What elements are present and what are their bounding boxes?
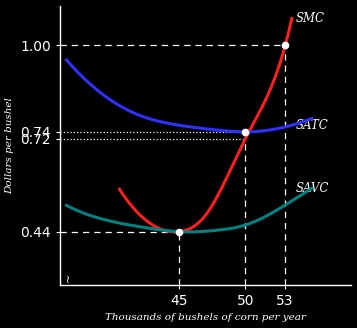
Text: SATC: SATC	[296, 119, 328, 132]
Text: ~: ~	[64, 273, 74, 282]
Text: SMC: SMC	[296, 12, 325, 25]
X-axis label: Thousands of bushels of corn per year: Thousands of bushels of corn per year	[105, 314, 306, 322]
Text: SAVC: SAVC	[296, 182, 329, 195]
Y-axis label: Dollars per bushel: Dollars per bushel	[6, 97, 15, 194]
